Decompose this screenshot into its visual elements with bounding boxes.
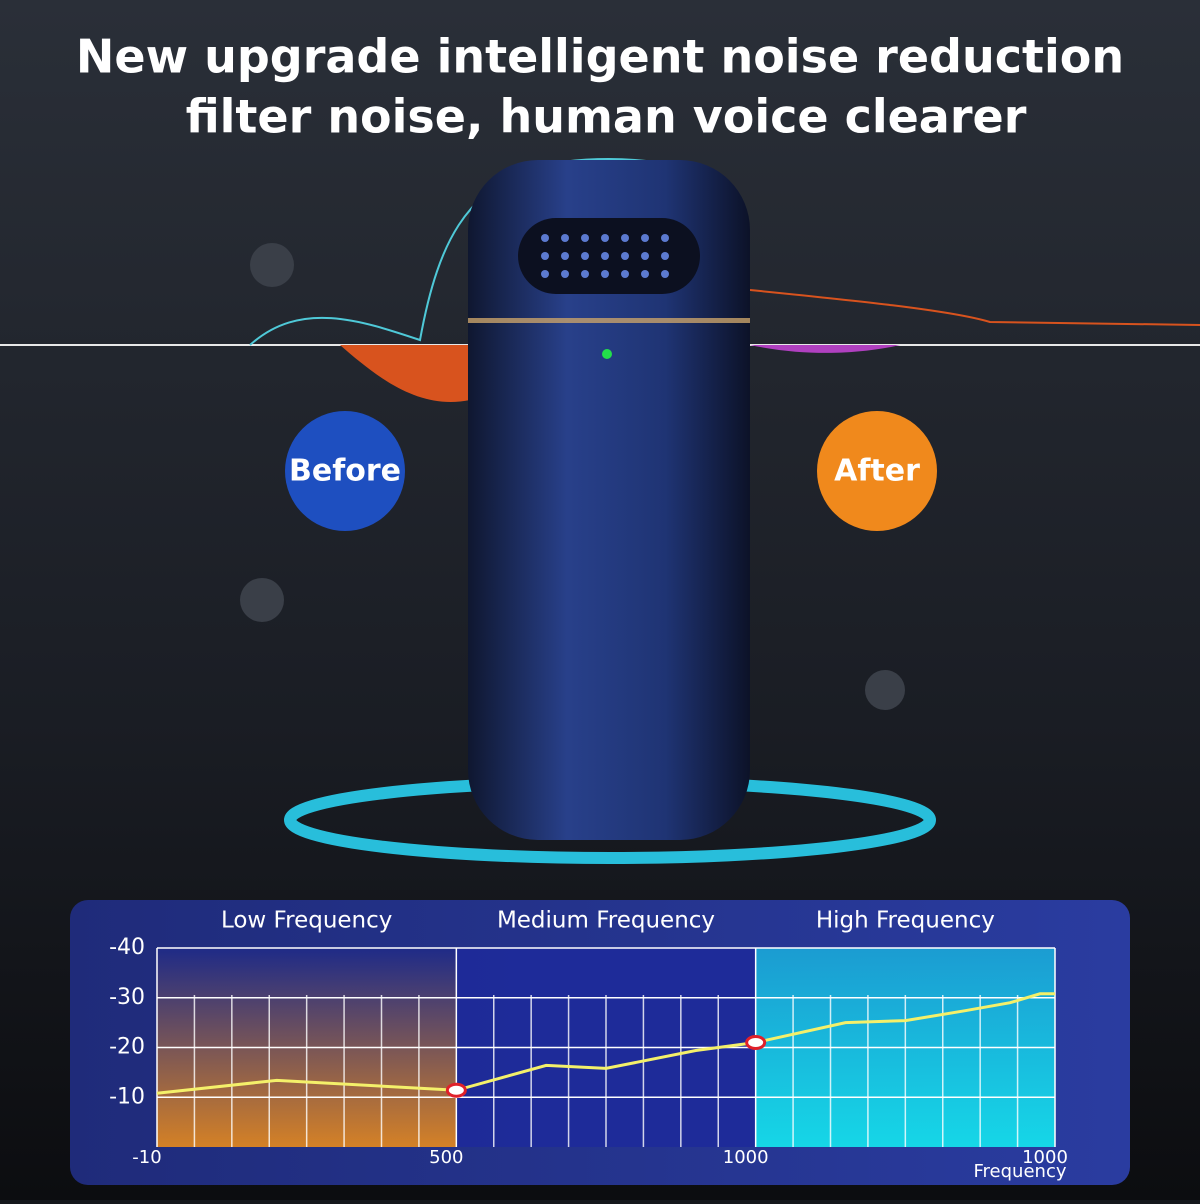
x-tick-label: 1000 — [1022, 1147, 1068, 1168]
led — [602, 349, 612, 359]
band-label: High Frequency — [816, 908, 995, 934]
bubble — [250, 243, 294, 287]
device — [468, 160, 750, 840]
wave — [340, 345, 470, 402]
wave — [750, 345, 900, 353]
after-badge — [817, 411, 937, 531]
mic-holes — [541, 234, 669, 278]
band-label: Low Frequency — [221, 908, 392, 934]
before-badge — [285, 411, 405, 531]
device-band — [468, 318, 750, 323]
wave — [749, 289, 1200, 326]
x-axis-label: Frequency — [974, 1161, 1067, 1182]
marker — [745, 1035, 767, 1051]
before-label: Before — [289, 454, 401, 489]
chart: Low Frequency Medium Frequency High Freque… — [109, 908, 1068, 1183]
marker — [445, 1082, 467, 1098]
bubble — [240, 578, 284, 622]
title: filter noise, human voice clearer — [186, 90, 1027, 144]
x-tick-label: -10 — [132, 1147, 161, 1168]
x-tick-label: 1000 — [723, 1147, 769, 1168]
bubble — [865, 670, 905, 710]
y-tick-label: -20 — [109, 1035, 145, 1060]
y-tick-label: -10 — [109, 1084, 145, 1109]
band-label: Medium Frequency — [497, 908, 715, 934]
title: New upgrade intelligent noise reduction — [76, 30, 1124, 84]
y-tick-label: -40 — [109, 935, 145, 960]
after-label: After — [834, 454, 920, 489]
y-tick-label: -30 — [109, 985, 145, 1010]
x-tick-label: 500 — [429, 1147, 463, 1168]
